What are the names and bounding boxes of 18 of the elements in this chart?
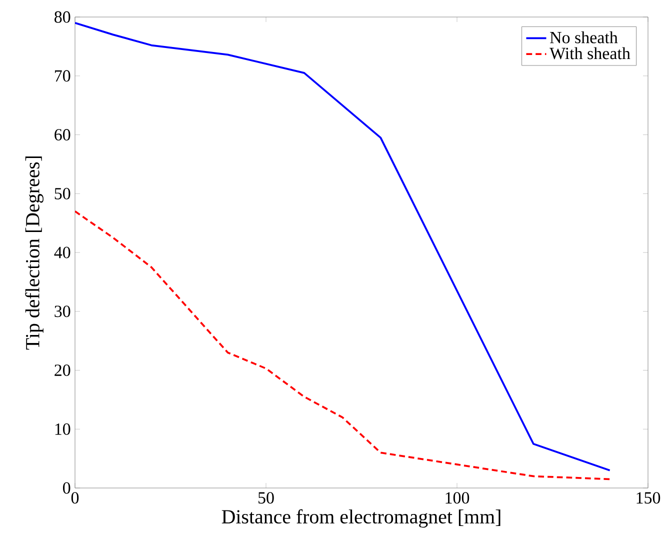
y-axis-title: Tip deflection [Degrees] <box>25 156 44 350</box>
y-tick-label: 0 <box>63 482 70 494</box>
line-series <box>75 210 611 480</box>
y-tick-label: 80 <box>54 11 70 23</box>
y-tick-label: 50 <box>54 188 70 200</box>
y-tick-label: 30 <box>54 306 70 318</box>
x-tick-label: 150 <box>636 492 660 504</box>
x-tick-label: 0 <box>71 492 79 504</box>
legend-label: With sheath <box>550 47 630 60</box>
x-tick-label: 100 <box>446 492 470 504</box>
y-tick-label: 70 <box>54 70 70 82</box>
y-tick-label: 20 <box>54 364 70 376</box>
legend-label: No sheath <box>550 31 618 44</box>
y-tick-label: 10 <box>55 423 70 435</box>
x-axis-title: Distance from electromagnet [mm] <box>222 509 500 528</box>
x-tick-label: 50 <box>258 492 274 504</box>
y-tick-label: 60 <box>54 129 70 140</box>
y-tick-label: 40 <box>54 246 70 258</box>
